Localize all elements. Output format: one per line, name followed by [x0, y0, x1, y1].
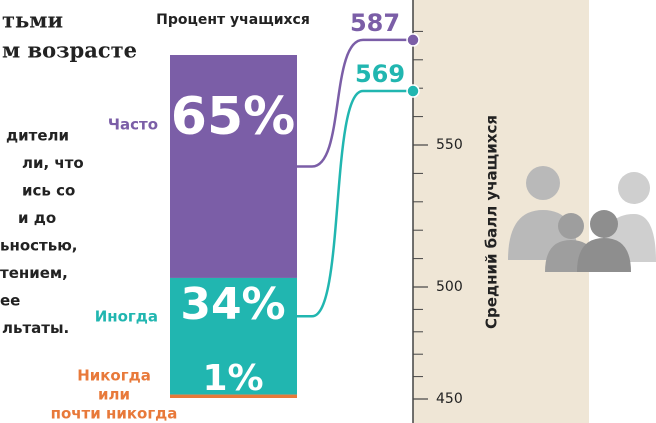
y-tick-label: 550	[436, 137, 463, 153]
body-text: тением,	[0, 264, 68, 282]
bar-segment	[170, 55, 297, 278]
value-label: 34%	[180, 279, 285, 330]
body-text: ее	[0, 292, 20, 310]
bar-segment	[170, 394, 297, 398]
body-text: ли, что	[22, 154, 84, 172]
title: тьми	[2, 8, 63, 33]
score-marker	[406, 33, 420, 47]
score-label: 569	[355, 60, 405, 88]
category-label: или	[98, 386, 130, 404]
title: м возрасте	[2, 38, 137, 63]
bar-title: Процент учащихся	[156, 12, 310, 28]
bar-segment	[170, 277, 297, 395]
value-label: 65%	[171, 87, 295, 147]
y-tick-label: 500	[436, 279, 463, 295]
score-marker	[406, 84, 420, 98]
people-icons	[508, 166, 656, 272]
y-tick-label: 450	[436, 391, 463, 407]
body-text: льтаты.	[2, 319, 69, 337]
category-label: почти никогда	[51, 405, 178, 423]
value-label: 1%	[202, 358, 263, 399]
y-axis-label: Средний балл учащихся	[483, 115, 501, 329]
category-label: Иногда	[95, 308, 158, 326]
body-text: дители	[6, 127, 69, 145]
scale-background	[413, 0, 589, 423]
body-text: ьностью,	[0, 237, 78, 255]
body-text: и до	[18, 209, 56, 227]
body-text: ись со	[22, 182, 75, 200]
score-label: 587	[350, 9, 400, 37]
category-label: Никогда	[77, 367, 151, 385]
category-label: Часто	[108, 116, 158, 134]
connector	[297, 89, 413, 318]
connector	[297, 38, 413, 168]
